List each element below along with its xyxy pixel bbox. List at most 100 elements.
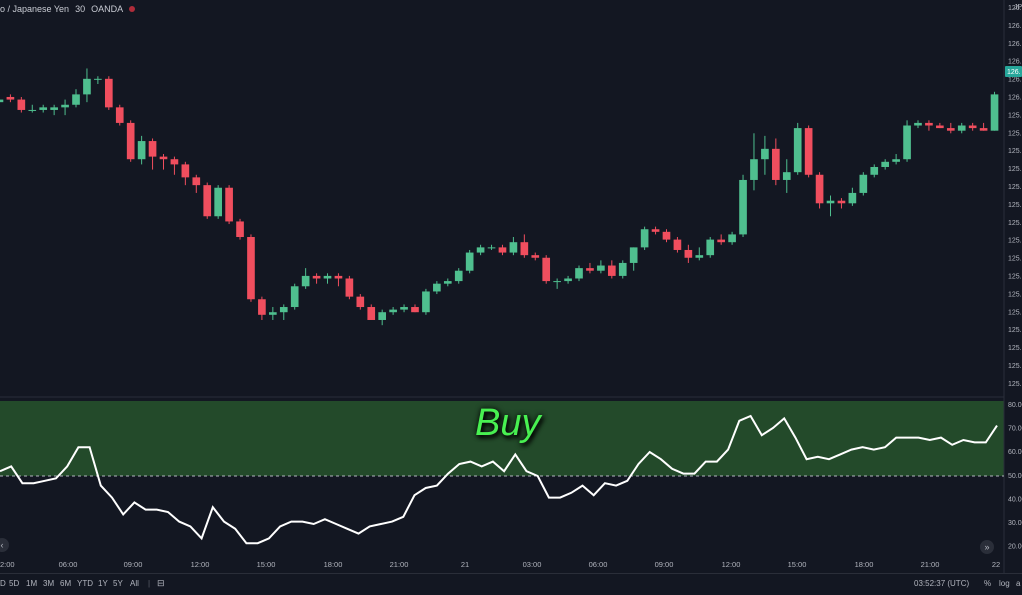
time-tick-label: 21:00 [390,560,409,569]
range-1m[interactable]: 1M [26,579,38,588]
candle-body [597,265,605,271]
currency-label: JP [1014,4,1022,11]
log-toggle[interactable]: log [999,579,1010,588]
candle-body [728,234,736,243]
candle-body [673,239,682,250]
time-tick-label: 22 [992,560,1000,569]
candle-body [782,172,791,180]
price-axis[interactable]: 126.126.126.126.126.126.125.125.125.125.… [1008,5,1022,388]
range-5y[interactable]: 5Y [113,579,123,588]
candle-body [553,281,561,283]
candle-body [651,229,660,232]
candle-body [848,192,857,204]
price-tick-label: 125. [1008,112,1022,119]
candle-body [946,128,955,131]
candle-body [367,307,376,320]
indicator-axis[interactable]: 80.00 70.00 60.00 50.00 40.00 30.00 20.00 [1008,402,1022,551]
time-tick-label: 06:00 [589,560,608,569]
price-tick-label: 125. [1008,256,1022,263]
scroll-right-icon[interactable]: » [980,540,994,554]
price-tick-label: 126. [1008,95,1022,102]
candle-body [695,255,704,258]
range-6m[interactable]: 6M [60,579,72,588]
time-tick-label: 18:00 [324,560,343,569]
time-tick-label: 09:00 [124,560,143,569]
candle-body [312,275,321,279]
symbol-name[interactable]: o / Japanese Yen [0,4,70,14]
candle-body [892,159,900,162]
candle-body [761,148,769,160]
candle-body [323,275,332,279]
candle-body [159,156,168,160]
price-tick-label: 126. [1008,59,1022,66]
range-all[interactable]: All [130,579,139,588]
price-tick-label: 125. [1008,381,1022,388]
candle-body [334,275,343,279]
candle-body [936,125,944,129]
time-tick-label: 15:00 [257,560,276,569]
range-1y[interactable]: 1Y [98,579,108,588]
price-tick-label: 125. [1008,363,1022,370]
candle-body [181,164,190,178]
time-axis[interactable]: 2:00 06:00 09:00 12:00 15:00 18:00 21:00 21 03:0… [0,560,1000,569]
candle-body [411,307,419,313]
range-1d[interactable]: D [0,579,6,588]
candle-body [72,94,80,105]
candle-body [498,247,507,253]
chart-canvas[interactable]: 126.126.126.126.126.126.125.125.125.125.… [0,0,1022,573]
range-3m[interactable]: 3M [43,579,55,588]
candle-body [115,107,124,123]
candle-body [279,307,288,313]
candle-body [542,257,551,282]
auto-toggle[interactable]: a [1016,579,1021,588]
candle-body [400,307,408,310]
time-tick-label: 21 [461,560,469,569]
candle-body [487,247,496,249]
range-5d[interactable]: 5D [9,579,20,588]
candle-body [914,122,922,126]
candles-group [0,68,999,326]
candle-body [957,125,966,131]
candle-body [389,309,397,313]
candle-body [772,148,780,180]
price-tick-label: 125. [1008,130,1022,137]
indicator-tick-label: 40.00 [1008,496,1022,503]
candle-body [247,237,255,300]
candle-body [662,231,671,240]
broker-label: OANDA [91,4,124,14]
percent-toggle[interactable]: % [984,579,992,588]
candle-body [39,107,48,110]
indicator-buy-zone [0,401,1004,476]
bottom-toolbar: D 5D 1M 3M 6M YTD 1Y 5Y All | ⊟ 03:52:37… [0,573,1022,595]
time-tick-label: 03:00 [523,560,542,569]
utc-clock[interactable]: 03:52:37 (UTC) [914,579,970,588]
price-tick-label: 125. [1008,184,1022,191]
candle-body [192,177,201,186]
date-range-icon[interactable]: ⊟ [157,578,165,588]
candle-body [903,125,911,160]
interval-label[interactable]: 30 [75,4,86,14]
range-ytd[interactable]: YTD [77,579,93,588]
price-tick-label: 126. [1008,5,1022,12]
candle-body [717,239,725,243]
candle-body [258,299,266,315]
candle-body [968,125,977,129]
price-tick-label: 126. [1008,41,1022,48]
candle-body [739,179,747,235]
indicator-line [0,414,998,545]
candle-body [433,283,441,292]
indicator-tick-label: 20.00 [1008,544,1022,551]
indicator-tick-label: 70.00 [1008,426,1022,433]
candle-body [804,128,813,175]
price-tick-label: 125. [1008,148,1022,155]
candle-body [684,249,693,258]
candle-body [564,278,572,282]
price-tick-label: 125. [1008,291,1022,298]
scroll-left-icon[interactable]: ‹ [0,538,9,552]
symbol-legend[interactable]: o / Japanese Yen 30 OANDA [0,4,136,14]
candle-body [203,185,212,217]
candle-body [6,96,15,100]
candle-body [618,262,627,276]
candle-body [454,270,463,282]
